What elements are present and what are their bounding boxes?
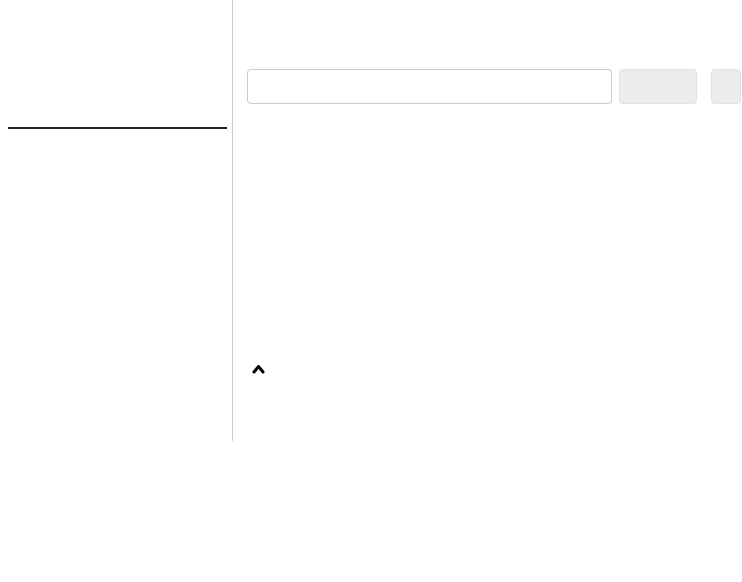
register-table-header — [246, 358, 742, 383]
historical-balance-chart — [240, 202, 742, 346]
sort-ascending-icon — [252, 361, 265, 381]
description-column-header — [344, 358, 449, 383]
sidebar — [0, 0, 233, 441]
help-button[interactable] — [711, 69, 741, 104]
register-table — [246, 358, 742, 383]
accounts-table — [8, 104, 227, 152]
accounts-total-balance — [154, 128, 227, 152]
accounts-total-row — [8, 128, 227, 152]
accounts-column-header — [449, 358, 561, 383]
date-column-header[interactable] — [246, 358, 344, 383]
search-button[interactable] — [619, 69, 697, 104]
accounts-table-header — [8, 104, 227, 129]
account-column-header — [8, 104, 154, 129]
search-input[interactable] — [247, 69, 612, 104]
balance-column-header — [643, 358, 742, 383]
amount-column-header — [561, 358, 643, 383]
balance-column-header — [154, 104, 227, 129]
